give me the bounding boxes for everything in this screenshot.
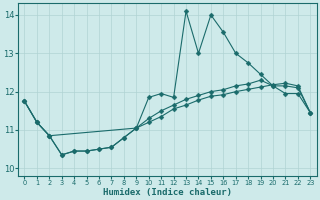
- X-axis label: Humidex (Indice chaleur): Humidex (Indice chaleur): [103, 188, 232, 197]
